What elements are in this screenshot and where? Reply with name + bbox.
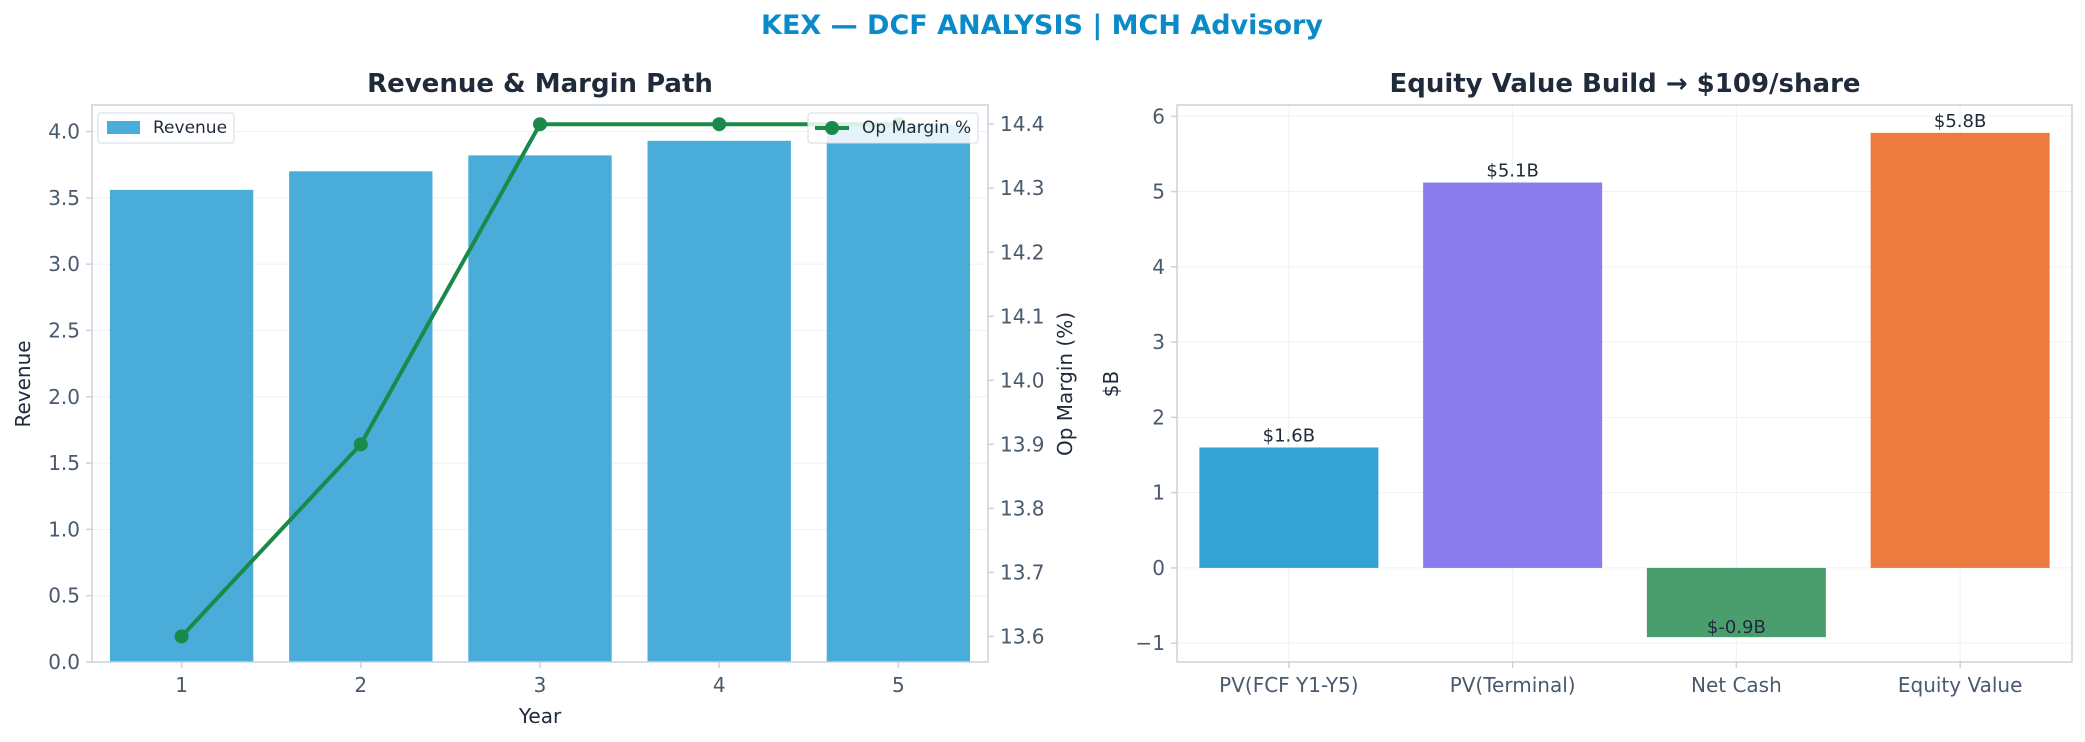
equity-y-tick-label: −1 xyxy=(1136,631,1165,655)
op-margin-point xyxy=(533,117,547,132)
equity-bar xyxy=(1870,132,2050,568)
right-y-tick-label: 13.7 xyxy=(1000,560,1045,584)
equity-y-tick-label: 1 xyxy=(1152,481,1165,505)
left-y-tick-label: 3.0 xyxy=(48,252,80,276)
revenue-bar xyxy=(647,140,791,663)
left-x-tick-label: 1 xyxy=(175,673,188,697)
op-margin-legend: Op Margin % xyxy=(807,112,979,144)
equity-x-tick-label: Equity Value xyxy=(1898,673,2023,697)
equity-y-tick-label: 4 xyxy=(1152,255,1165,279)
left-axes: 0.0 0.5 1.0 1.5 2.0 2.5 3.0 3.5 4.0 13.6 13.7 13.8 1… xyxy=(48,104,1045,697)
equity-y-tick-label: 6 xyxy=(1152,104,1165,128)
right-axes: −1 0 1 2 3 4 5 6 PV(FCF Y1-Y5) PV(Terminal) Net Ca… xyxy=(1136,104,2073,697)
equity-y-tick-label: 2 xyxy=(1152,405,1165,429)
op-margin-legend-marker xyxy=(825,121,839,135)
left-y-tick-label: 1.0 xyxy=(48,517,80,541)
revenue-bar xyxy=(289,171,433,663)
revenue-bar xyxy=(109,189,254,662)
left-x-tick-label: 2 xyxy=(354,673,367,697)
revenue-bar xyxy=(468,155,612,662)
left-y-tick-label: 3.5 xyxy=(48,186,80,210)
equity-bars: $1.6B $5.1B $-0.9B $5.8B xyxy=(1199,111,2050,638)
op-margin-legend-label: Op Margin % xyxy=(862,118,971,138)
left-x-tick-label: 4 xyxy=(713,673,726,697)
left-y-tick-label: 0.0 xyxy=(48,650,80,674)
left-y-tick-label: 4.0 xyxy=(48,120,80,144)
revenue-legend-label: Revenue xyxy=(153,118,227,138)
left-y-tick-label: 1.5 xyxy=(48,451,80,475)
revenue-bar xyxy=(826,124,971,662)
op-margin-point xyxy=(174,629,189,644)
right-y-tick-label: 13.8 xyxy=(1000,496,1045,520)
right-y-tick-label: 14.3 xyxy=(1000,176,1045,200)
equity-bar xyxy=(1646,567,1826,638)
left-x-axis-label: Year xyxy=(518,704,562,728)
revenue-margin-chart: Revenue & Margin Path 0.0 0.5 1.0 1.5 2.0 2.5… xyxy=(11,69,1077,728)
left-chart-title: Revenue & Margin Path xyxy=(367,69,713,99)
left-x-tick-label: 5 xyxy=(892,673,905,697)
left-y-axis-label: Revenue xyxy=(11,340,35,427)
figure-title: KEX — DCF ANALYSIS | MCH Advisory xyxy=(761,10,1323,41)
right-y-tick-label: 13.6 xyxy=(1000,624,1045,648)
op-margin-point xyxy=(712,117,727,132)
equity-value-chart: Equity Value Build → $109/share $1.6B $5.… xyxy=(1099,69,2073,697)
left-x-tick-label: 3 xyxy=(534,673,547,697)
right-y-tick-label: 14.4 xyxy=(1000,112,1045,136)
revenue-bars xyxy=(109,124,971,663)
equity-bar xyxy=(1199,447,1379,568)
op-margin-point xyxy=(353,437,368,452)
equity-x-tick-label: PV(FCF Y1-Y5) xyxy=(1219,673,1358,697)
right-y-tick-label: 14.1 xyxy=(1000,304,1045,328)
right-y-tick-label: 14.2 xyxy=(1000,240,1045,264)
equity-y-tick-label: 5 xyxy=(1152,180,1165,204)
left-y-tick-label: 2.0 xyxy=(48,385,80,409)
equity-bar-data-label: $-0.9B xyxy=(1707,617,1766,638)
equity-y-axis-label: $B xyxy=(1099,371,1123,397)
equity-y-tick-label: 3 xyxy=(1152,330,1165,354)
equity-bar-data-label: $5.1B xyxy=(1486,161,1538,182)
equity-bar-data-label: $1.6B xyxy=(1263,425,1315,446)
right-y-tick-label: 14.0 xyxy=(1000,368,1045,392)
revenue-legend: Revenue xyxy=(97,112,235,144)
left-y-tick-label: 0.5 xyxy=(48,584,80,608)
right-y-axis-label: Op Margin (%) xyxy=(1053,312,1077,456)
equity-x-tick-label: Net Cash xyxy=(1691,673,1782,697)
equity-y-tick-label: 0 xyxy=(1152,556,1165,580)
equity-bar-data-label: $5.8B xyxy=(1934,111,1986,132)
right-y-tick-label: 13.9 xyxy=(1000,432,1045,456)
equity-x-tick-label: PV(Terminal) xyxy=(1450,673,1576,697)
right-plot-frame xyxy=(1176,104,2073,663)
left-y-tick-label: 2.5 xyxy=(48,318,80,342)
equity-bar xyxy=(1423,182,1603,568)
revenue-legend-swatch xyxy=(107,121,140,134)
right-chart-title: Equity Value Build → $109/share xyxy=(1389,69,1860,99)
